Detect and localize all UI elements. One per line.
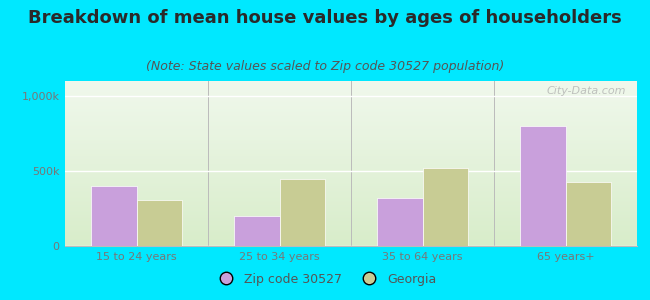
Bar	[422, 168, 468, 246]
Bar	[234, 216, 280, 246]
Bar	[520, 126, 566, 246]
Legend: Zip code 30527, Georgia: Zip code 30527, Georgia	[209, 268, 441, 291]
Bar	[566, 182, 611, 246]
Bar	[91, 186, 136, 246]
Text: City-Data.com: City-Data.com	[546, 86, 625, 96]
Bar	[136, 200, 182, 246]
Bar	[377, 198, 423, 246]
Text: Breakdown of mean house values by ages of householders: Breakdown of mean house values by ages o…	[28, 9, 622, 27]
Text: (Note: State values scaled to Zip code 30527 population): (Note: State values scaled to Zip code 3…	[146, 60, 504, 73]
Bar	[280, 178, 325, 246]
